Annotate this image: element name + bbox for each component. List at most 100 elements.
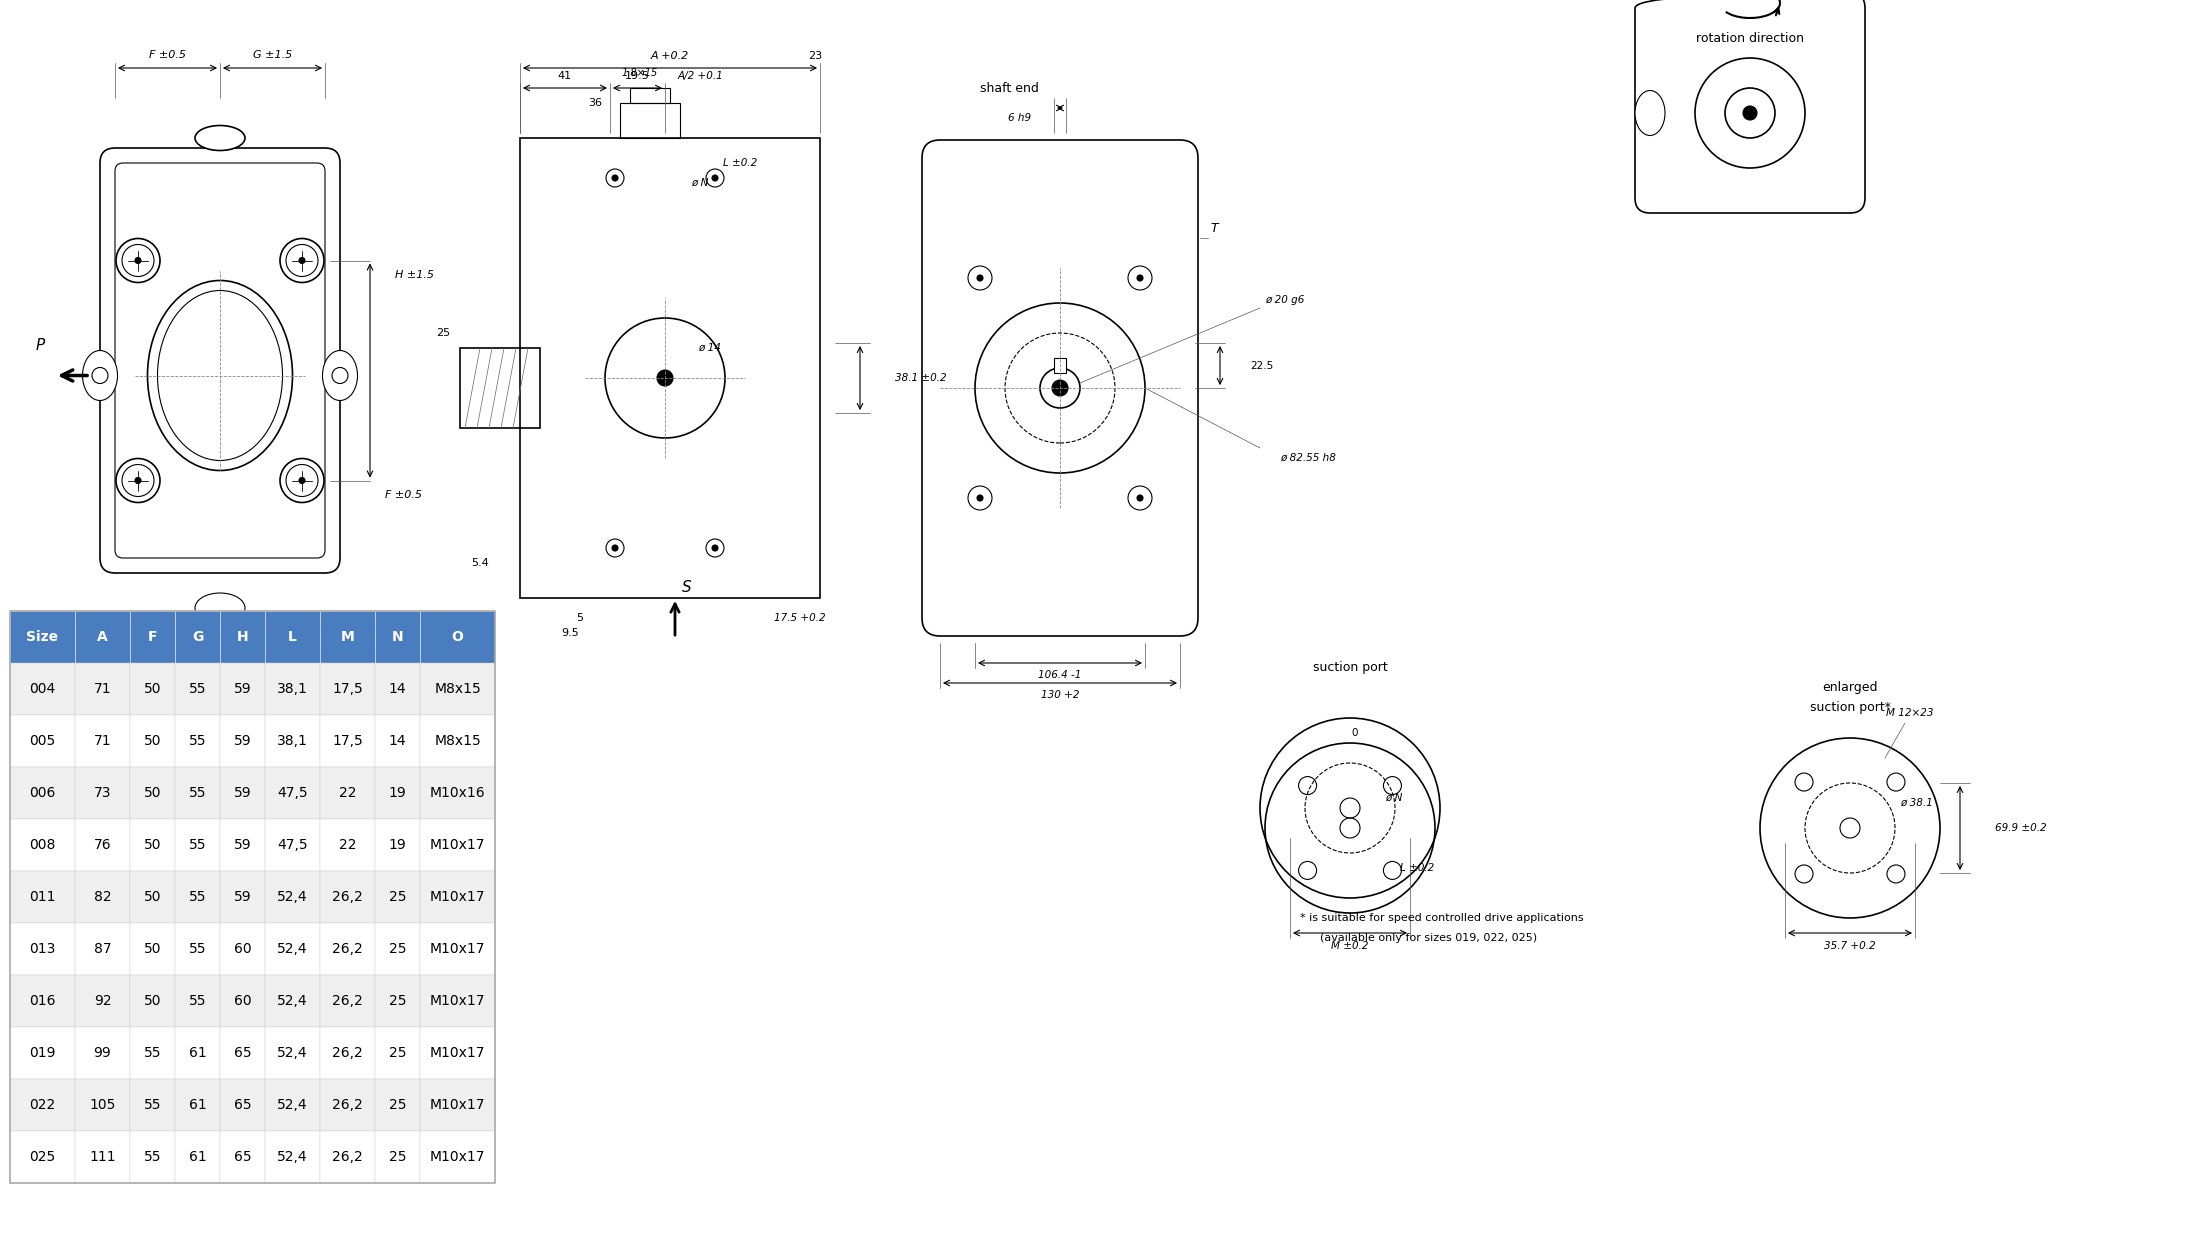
Bar <box>11 819 75 871</box>
Text: 6 h9: 6 h9 <box>1009 113 1031 123</box>
Text: 106.4 -1: 106.4 -1 <box>1037 671 1082 681</box>
Bar <box>11 975 75 1027</box>
Text: 50: 50 <box>144 786 161 800</box>
Text: 55: 55 <box>188 733 206 749</box>
Bar <box>175 611 219 663</box>
Bar <box>321 715 376 767</box>
Bar <box>11 767 75 819</box>
Text: H ±1.5: H ±1.5 <box>396 270 434 281</box>
Bar <box>219 871 265 923</box>
Bar <box>175 975 219 1027</box>
Text: G ±1.5: G ±1.5 <box>252 50 292 60</box>
Bar <box>11 1131 75 1183</box>
Bar <box>265 1079 321 1131</box>
Bar <box>219 663 265 715</box>
Bar <box>520 138 821 598</box>
Ellipse shape <box>195 593 246 623</box>
Bar <box>131 1131 175 1183</box>
Circle shape <box>1137 494 1144 501</box>
Bar <box>321 663 376 715</box>
Bar <box>420 663 495 715</box>
Circle shape <box>978 494 982 501</box>
Bar <box>175 1131 219 1183</box>
Text: 019: 019 <box>29 1045 55 1060</box>
Text: 5: 5 <box>577 613 584 623</box>
Text: 22: 22 <box>338 838 356 852</box>
Text: 22.5: 22.5 <box>1250 361 1274 371</box>
Bar <box>75 923 131 975</box>
Circle shape <box>657 370 672 386</box>
Circle shape <box>115 239 159 283</box>
Text: M10x17: M10x17 <box>429 838 484 852</box>
Bar <box>321 767 376 819</box>
Ellipse shape <box>82 351 117 400</box>
Bar <box>175 923 219 975</box>
Text: 71: 71 <box>93 682 111 696</box>
Bar <box>376 767 420 819</box>
Text: 60: 60 <box>234 994 252 1008</box>
Bar <box>420 1027 495 1079</box>
Text: 50: 50 <box>144 733 161 749</box>
Text: N: N <box>392 630 403 644</box>
Bar <box>175 819 219 871</box>
Text: 38.1 ±0.2: 38.1 ±0.2 <box>896 374 947 382</box>
Bar <box>376 871 420 923</box>
Text: 52,4: 52,4 <box>276 889 307 905</box>
Bar <box>11 1079 75 1131</box>
Text: P: P <box>35 338 44 353</box>
Text: A: A <box>97 630 108 644</box>
Bar <box>619 103 679 138</box>
Text: 1.8×15: 1.8×15 <box>622 68 659 78</box>
Text: 23: 23 <box>807 52 823 60</box>
Text: 59: 59 <box>234 889 252 905</box>
Text: 111: 111 <box>88 1150 115 1164</box>
Bar <box>75 871 131 923</box>
Text: L ±0.2: L ±0.2 <box>1400 863 1433 873</box>
Bar <box>219 1079 265 1131</box>
Bar <box>376 819 420 871</box>
Bar <box>376 663 420 715</box>
Text: 50: 50 <box>144 889 161 905</box>
Bar <box>131 1079 175 1131</box>
Text: 59: 59 <box>234 682 252 696</box>
Text: 50: 50 <box>144 838 161 852</box>
Text: M: M <box>341 630 354 644</box>
Text: 55: 55 <box>188 942 206 956</box>
Text: 26,2: 26,2 <box>332 942 363 956</box>
Text: 55: 55 <box>144 1150 161 1164</box>
Circle shape <box>712 545 719 551</box>
Bar <box>75 663 131 715</box>
Text: M8x15: M8x15 <box>434 682 480 696</box>
Bar <box>376 1027 420 1079</box>
Bar <box>75 819 131 871</box>
Bar <box>11 1027 75 1079</box>
Text: 0: 0 <box>1352 728 1358 738</box>
Text: 47,5: 47,5 <box>276 786 307 800</box>
Text: 92: 92 <box>93 994 111 1008</box>
Text: 14: 14 <box>389 682 407 696</box>
Text: 25: 25 <box>389 1150 407 1164</box>
Ellipse shape <box>323 351 358 400</box>
Bar <box>75 1027 131 1079</box>
Bar <box>75 715 131 767</box>
Text: 69.9 ±0.2: 69.9 ±0.2 <box>1995 823 2046 833</box>
Text: 14: 14 <box>389 733 407 749</box>
Text: 25: 25 <box>389 1045 407 1060</box>
Text: F ±0.5: F ±0.5 <box>148 50 186 60</box>
Bar <box>321 975 376 1027</box>
Bar <box>75 975 131 1027</box>
Text: 60: 60 <box>234 942 252 956</box>
Bar <box>131 611 175 663</box>
Text: 59: 59 <box>234 786 252 800</box>
Bar <box>265 611 321 663</box>
Text: 25: 25 <box>389 1098 407 1112</box>
Bar <box>219 1131 265 1183</box>
Bar <box>265 975 321 1027</box>
Text: M10x17: M10x17 <box>429 1150 484 1164</box>
Text: 006: 006 <box>29 786 55 800</box>
Text: rotation direction: rotation direction <box>1697 31 1805 44</box>
Bar <box>420 767 495 819</box>
Text: 17,5: 17,5 <box>332 682 363 696</box>
Circle shape <box>281 239 323 283</box>
Bar <box>131 767 175 819</box>
